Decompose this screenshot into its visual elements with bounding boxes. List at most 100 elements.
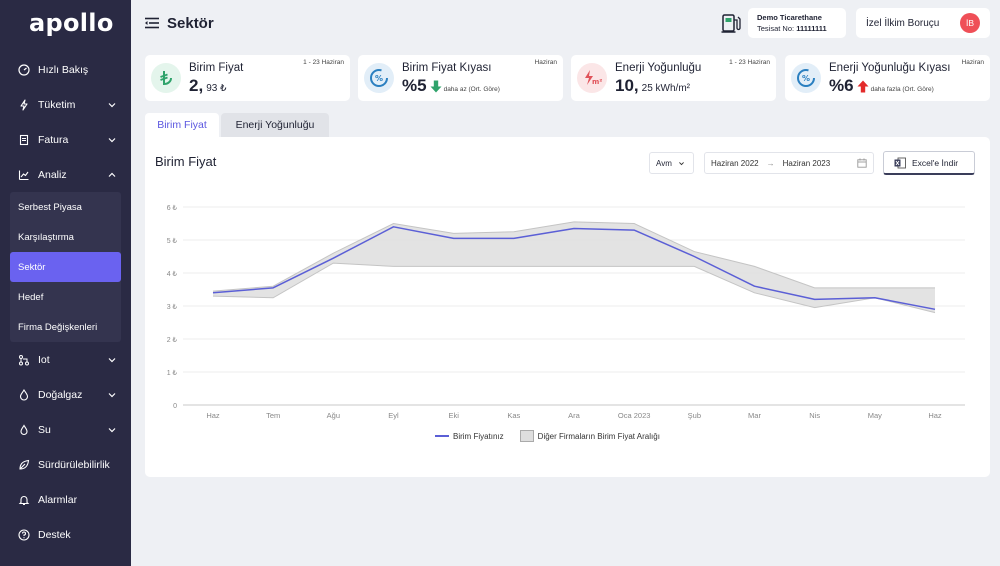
sidebar-item-label: Alarmlar [38, 493, 78, 506]
card-period: Haziran [534, 59, 557, 66]
chevron-down-icon [108, 427, 116, 432]
iot-icon [18, 354, 30, 366]
sidebar-item-fatura[interactable]: Fatura [0, 122, 131, 157]
chevron-down-icon [678, 161, 684, 165]
drop-icon [18, 423, 30, 436]
arrow-up-icon [857, 80, 869, 92]
analiz-submenu: Serbest Piyasa Karşılaştırma Sektör Hede… [10, 192, 121, 342]
submenu-item-firma-degiskenleri[interactable]: Firma Değişkenleri [18, 321, 98, 333]
sidebar: apollo Hızlı Bakış Tüketim Fatura Analiz… [0, 0, 131, 566]
card-title: Enerji Yoğunluğu Kıyası [829, 62, 951, 74]
chart-legend: Birim Fiyatınız Diğer Firmaların Birim F… [435, 430, 660, 442]
tab-enerji-yogunlugu[interactable]: Enerji Yoğunluğu [221, 113, 329, 137]
legend-band-label[interactable]: Diğer Firmaların Birim Fiyat Aralığı [537, 431, 660, 441]
chevron-down-icon [108, 137, 116, 142]
svg-text:%: % [375, 74, 383, 83]
x-tick-label: May [868, 411, 882, 420]
x-tick-label: Oca 2023 [618, 411, 651, 420]
panel-title: Birim Fiyat [155, 154, 217, 169]
unit-price-chart: 0 1 ₺ 2 ₺ 3 ₺ 4 ₺ 5 ₺ 6 ₺ Haz Tem Ağu Eyl Eki Kas Ara… [167, 204, 965, 420]
card-enerji-yogunlugu-kiyasi: % Enerji Yoğunluğu Kıyası Haziran %6 dah… [785, 55, 990, 101]
price-range-band [213, 221, 935, 313]
y-tick-label: 0 [173, 403, 177, 410]
card-title: Enerji Yoğunluğu [615, 62, 702, 74]
sidebar-item-label: Tüketim [38, 98, 76, 111]
card-value: %6 daha fazla (Ort. Göre) [829, 76, 934, 95]
sidebar-item-label: Sürdürülebilirlik [38, 458, 110, 471]
card-title: Birim Fiyat Kıyası [402, 62, 492, 74]
card-period: 1 - 23 Haziran [303, 59, 344, 66]
chevron-down-icon [108, 392, 116, 397]
card-value: %5 daha az (Ort. Göre) [402, 76, 500, 95]
band-lower-edge [212, 262, 936, 314]
submenu-item-hedef[interactable]: Hedef [18, 291, 44, 303]
facility-name: Demo Ticarethane [757, 13, 822, 22]
x-tick-label: Kas [507, 411, 520, 420]
submenu-item-karsilastirma[interactable]: Karşılaştırma [18, 231, 74, 243]
chevron-down-icon [108, 357, 116, 362]
y-tick-label: 3 ₺ [167, 303, 178, 311]
date-range-picker[interactable]: Haziran 2022 → Haziran 2023 [704, 152, 874, 174]
menu-toggle-icon[interactable] [145, 17, 159, 29]
sidebar-item-label: Destek [38, 528, 71, 541]
card-value: 10, 25 kWh/m² [615, 76, 690, 95]
date-to[interactable]: Haziran 2023 [782, 158, 831, 168]
sidebar-item-label: Doğalgaz [38, 388, 83, 401]
sector-select-value: Avm [656, 158, 672, 168]
sidebar-item-destek[interactable]: Destek [0, 517, 131, 552]
sidebar-item-label: Su [38, 423, 51, 436]
lira-icon [151, 63, 181, 93]
x-tick-label: Nis [809, 411, 820, 420]
x-tick-label: Eki [448, 411, 459, 420]
x-tick-label: Mar [748, 411, 761, 420]
sidebar-nav: Hızlı Bakış Tüketim Fatura Analiz Serbes… [0, 52, 131, 552]
sidebar-item-iot[interactable]: Iot [0, 342, 131, 377]
avatar: İB [960, 13, 980, 33]
sector-select[interactable]: Avm [649, 152, 694, 174]
x-tick-label: Haz [928, 411, 942, 420]
facility-selector[interactable]: Demo Ticarethane Tesisat No: 11111111 [748, 8, 846, 38]
sidebar-item-tuketim[interactable]: Tüketim [0, 87, 131, 122]
sidebar-item-analiz[interactable]: Analiz [0, 157, 131, 192]
user-name: İzel İlkim Boruçu [866, 17, 940, 29]
user-menu[interactable]: İzel İlkim Boruçu İB [856, 8, 990, 38]
legend-series-label[interactable]: Birim Fiyatınız [453, 431, 504, 441]
excel-export-button[interactable]: Excel'e İndir [883, 151, 975, 175]
submenu-item-sektor[interactable]: Sektör [10, 252, 121, 282]
x-tick-label: Şub [688, 411, 701, 420]
submenu-item-serbest-piyasa[interactable]: Serbest Piyasa [18, 201, 82, 213]
invoice-icon [18, 134, 30, 146]
sidebar-item-label: Hızlı Bakış [38, 63, 89, 76]
bell-icon [18, 494, 30, 506]
sidebar-item-dogalgaz[interactable]: Doğalgaz [0, 377, 131, 412]
sidebar-item-su[interactable]: Su [0, 412, 131, 447]
energy-m2-icon: m² [577, 63, 607, 93]
series-line-birim-fiyatiniz [212, 226, 936, 311]
legend-line-swatch [435, 435, 449, 437]
sidebar-item-label: Analiz [38, 168, 67, 181]
band-upper-edge [212, 221, 935, 292]
flame-icon [18, 388, 30, 401]
gauge-icon [18, 63, 30, 76]
arrow-right-icon: → [766, 158, 775, 168]
card-period: Haziran [961, 59, 984, 66]
svg-text:m²: m² [592, 78, 602, 86]
y-tick-label: 2 ₺ [167, 336, 178, 344]
sidebar-item-hizli-bakis[interactable]: Hızlı Bakış [0, 52, 131, 87]
x-tick-label: Ara [568, 411, 581, 420]
chart-panel: Birim Fiyat Avm Haziran 2022 → Haziran 2… [145, 137, 990, 477]
excel-export-label: Excel'e İndir [912, 157, 959, 168]
plant-icon[interactable] [721, 12, 741, 34]
tab-birim-fiyat[interactable]: Birim Fiyat [145, 113, 219, 137]
date-from[interactable]: Haziran 2022 [711, 158, 759, 168]
sidebar-item-surdurulebilirlik[interactable]: Sürdürülebilirlik [0, 447, 131, 482]
calendar-icon[interactable] [857, 158, 867, 168]
chart-icon [18, 169, 30, 181]
card-title: Birim Fiyat [189, 62, 244, 74]
apollo-logo[interactable]: apollo [29, 9, 114, 37]
percent-gauge-icon: % [791, 63, 821, 93]
card-value: 2, 93 ₺ [189, 76, 227, 95]
sidebar-item-alarmlar[interactable]: Alarmlar [0, 482, 131, 517]
legend-band-swatch [519, 430, 534, 442]
sidebar-item-label: Iot [38, 353, 50, 366]
